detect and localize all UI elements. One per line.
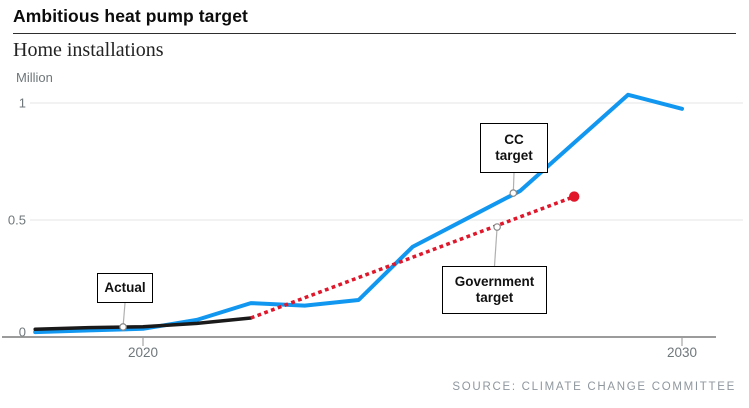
annotation-actual: Actual — [97, 273, 153, 303]
chart-title: Ambitious heat pump target — [13, 6, 248, 26]
x-tick-label: 2020 — [128, 345, 158, 360]
annotation-leader-government-target — [493, 226, 498, 267]
annotation-actual-label: Actual — [104, 279, 146, 295]
series-line-cc-target — [33, 92, 684, 335]
y-tick-label: 0.5 — [8, 213, 26, 228]
chart-subtitle: Home installations — [13, 39, 164, 61]
annotation-cc-target-label: CC target — [495, 131, 533, 163]
annotation-leader-actual — [122, 302, 126, 327]
annotation-government-target: Government target — [442, 266, 547, 314]
source-credit: SOURCE: CLIMATE CHANGE COMMITTEE — [452, 381, 736, 393]
annotation-government-target-label: Government target — [454, 273, 535, 305]
y-tick-label: 0 — [19, 325, 26, 340]
annotation-anchor-actual — [119, 323, 127, 331]
series-line-actual — [33, 316, 253, 332]
y-axis-unit-label: Million — [16, 70, 53, 85]
y-tick-label: 1 — [19, 96, 26, 111]
series-end-dot-government-target — [569, 191, 580, 202]
title-divider — [13, 33, 736, 34]
annotation-anchor-government-target — [493, 223, 501, 231]
x-tick-label: 2030 — [667, 345, 697, 360]
annotation-cc-target: CC target — [480, 123, 548, 173]
annotation-anchor-cc-target — [509, 189, 518, 197]
